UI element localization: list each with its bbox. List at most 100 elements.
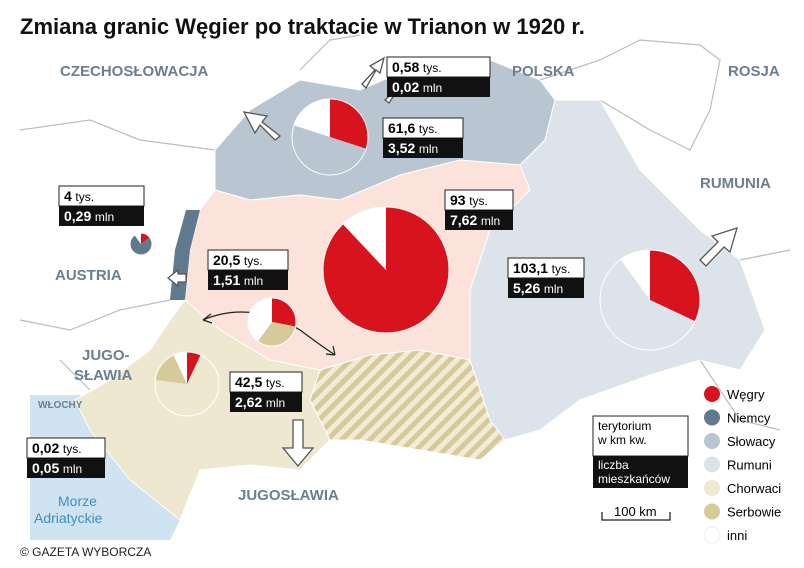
legend-label: Serbowie xyxy=(727,505,781,520)
area-value: 93 xyxy=(450,192,466,208)
pie-slice xyxy=(134,233,141,244)
area-text: 61,6 tys. xyxy=(388,120,438,136)
area-text: 20,5 tys. xyxy=(213,252,263,268)
legend-label: inni xyxy=(727,528,747,543)
area-text: 103,1 tys. xyxy=(513,260,570,276)
key-box xyxy=(592,415,689,457)
title: Zmiana granic Węgier po traktacie w Tria… xyxy=(20,14,585,39)
pie xyxy=(154,351,220,417)
legend-swatch xyxy=(704,386,720,402)
area-unit: tys. xyxy=(63,442,82,456)
area-unit: tys. xyxy=(469,194,488,208)
value-label: 20,5 tys. 1,51 mln xyxy=(207,249,289,290)
key-text: liczba xyxy=(598,458,629,472)
country-label: SŁAWIA xyxy=(74,367,132,384)
country-label: AUSTRIA xyxy=(55,267,122,284)
pie-slice xyxy=(650,250,700,322)
area-text: 4 tys. xyxy=(64,188,94,204)
legend-swatch xyxy=(703,526,721,544)
country-label: JUGOSŁAWIA xyxy=(238,487,339,504)
population-value: 0,05 xyxy=(32,460,59,476)
population-value: 7,62 xyxy=(450,212,477,228)
legend-label: Węgry xyxy=(727,387,765,402)
area-value: 0,02 xyxy=(32,440,59,456)
population-box xyxy=(230,392,302,412)
legend-label: Rumuni xyxy=(727,458,772,473)
pie-outline xyxy=(247,297,297,347)
country-label: JUGO- xyxy=(82,347,130,364)
scale-label: 100 km xyxy=(614,504,657,519)
key-text: w km kw. xyxy=(597,433,647,447)
area-text: 0,02 tys. xyxy=(32,440,82,456)
pie-slice xyxy=(330,99,368,149)
pie-slice xyxy=(323,207,449,334)
area-value: 42,5 xyxy=(235,374,262,390)
population-box xyxy=(59,206,144,226)
pie-slice xyxy=(187,352,201,384)
value-label: 61,6 tys. 3,52 mln xyxy=(382,117,464,158)
population-text: 0,29 mln xyxy=(64,208,114,224)
legend-swatch xyxy=(704,480,720,496)
sea-label: Adriatyckie xyxy=(34,510,103,526)
pie-slice xyxy=(293,99,330,137)
population-box xyxy=(387,77,490,97)
country-label: WŁOCHY xyxy=(38,400,83,411)
area-value: 0,58 xyxy=(392,59,419,75)
key-box xyxy=(593,456,688,488)
pie-outline xyxy=(291,98,369,176)
pie-slice xyxy=(130,235,152,255)
pie-slice xyxy=(272,298,296,327)
pie-outline xyxy=(129,232,153,256)
area-unit: tys. xyxy=(75,190,94,204)
population-text: 3,52 mln xyxy=(388,140,438,156)
sea-label: Morze xyxy=(58,493,97,509)
pie xyxy=(322,206,450,334)
population-text: 5,26 mln xyxy=(513,280,563,296)
legend-swatch xyxy=(704,433,720,449)
pie xyxy=(599,249,701,351)
population-box xyxy=(383,138,463,158)
key: terytorium w km kw. liczba mieszkańców xyxy=(592,415,689,488)
area-unit: tys. xyxy=(244,254,263,268)
country-label: ROSJA xyxy=(728,63,780,80)
population-box xyxy=(208,270,288,290)
population-text: 0,02 mln xyxy=(392,79,442,95)
population-text: 0,05 mln xyxy=(32,460,82,476)
pie xyxy=(247,297,297,347)
pie-slice xyxy=(257,322,296,346)
country-label: RUMUNIA xyxy=(700,175,771,192)
borders xyxy=(19,34,791,431)
area-value: 4 xyxy=(64,188,72,204)
pie-outline xyxy=(154,351,220,417)
scale-bar xyxy=(601,512,671,521)
area-value: 61,6 xyxy=(388,120,415,136)
value-label: 4 tys. 0,29 mln xyxy=(58,185,145,226)
population-value: 5,26 xyxy=(513,280,540,296)
legend-label: Chorwaci xyxy=(727,481,781,496)
pie-outline xyxy=(599,249,701,351)
population-text: 2,62 mln xyxy=(235,394,285,410)
value-label: 93 tys. 7,62 mln xyxy=(444,189,514,230)
area-text: 42,5 tys. xyxy=(235,374,285,390)
country-label: CZECHOSŁOWACJA xyxy=(60,63,209,80)
population-text: 1,51 mln xyxy=(213,272,263,288)
population-value: 0,29 xyxy=(64,208,91,224)
population-box xyxy=(27,458,105,478)
legend-swatch xyxy=(704,456,720,473)
area-value: 103,1 xyxy=(513,260,548,276)
area-text: 0,58 tys. xyxy=(392,59,442,75)
value-label: 0,02 tys. 0,05 mln xyxy=(26,437,106,478)
pie-slice xyxy=(342,207,386,270)
pie-outline xyxy=(322,206,450,334)
population-unit: mln xyxy=(95,210,114,224)
area-unit: tys. xyxy=(423,61,442,75)
population-text: 7,62 mln xyxy=(450,212,500,228)
pie-slice xyxy=(155,355,187,384)
value-label: 103,1 tys. 5,26 mln xyxy=(507,257,585,298)
pie-slice xyxy=(620,250,650,300)
population-unit: mln xyxy=(423,81,442,95)
population-unit: mln xyxy=(544,282,563,296)
pie-slice xyxy=(292,125,367,175)
key-text: mieszkańców xyxy=(598,472,670,486)
area-unit: tys. xyxy=(419,122,438,136)
